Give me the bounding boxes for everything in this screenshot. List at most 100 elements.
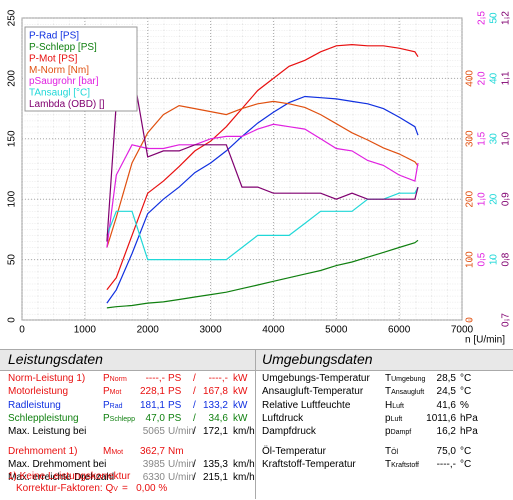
separator: / <box>193 373 196 384</box>
x-axis-label: n [U/min] <box>465 335 505 345</box>
symbol: pLuft <box>385 413 402 424</box>
symbol-main: T <box>385 386 392 398</box>
symbol: HLuft <box>385 400 404 411</box>
y-tick-label: 150 <box>7 130 18 147</box>
value: 28,5 <box>436 373 456 384</box>
unit: kW <box>233 386 248 398</box>
symbol-sub: Umgebung <box>391 376 426 383</box>
y-tick-label: 200 <box>465 190 476 207</box>
unit: km/h <box>233 472 255 484</box>
legend-entry: P-Schlepp [PS] <box>29 42 97 53</box>
symbol-main: T <box>385 458 392 470</box>
unit: PS <box>168 373 182 384</box>
symbol-main: T <box>385 445 392 457</box>
series-line <box>106 239 419 309</box>
y-tick-label: 2,5 <box>477 11 488 25</box>
unit: U/min <box>168 458 195 470</box>
value: 34,6 <box>208 412 228 424</box>
legend: P-Rad [PS]P-Schlepp [PS]P-Mot [PS]M-Norm… <box>24 26 138 112</box>
symbol-main: p <box>385 412 391 424</box>
symbol-main: H <box>385 399 393 411</box>
unit: °C <box>460 458 472 470</box>
value: 362,7 <box>139 445 165 457</box>
x-tick-label: 2000 <box>137 325 160 336</box>
symbol: TKraftstoff <box>385 459 419 470</box>
unit: U/min <box>168 472 195 484</box>
y-tick-label: 1,5 <box>477 131 488 145</box>
series-line <box>106 43 419 291</box>
row-label: Ansaugluft-Temperatur <box>262 386 364 398</box>
y-tick-label: 300 <box>465 130 476 147</box>
symbol-sub: Rad <box>109 402 123 410</box>
symbol-sub: Schlepp <box>109 415 135 423</box>
symbol-sub: Kraftstoff <box>391 461 419 469</box>
value: 47,0 <box>145 412 165 424</box>
unit: °C <box>460 445 472 457</box>
unit: hPa <box>460 426 478 438</box>
legend-box <box>24 26 138 112</box>
series-line <box>106 64 419 242</box>
symbol-sub: Norm <box>109 376 127 383</box>
footnote-text: Korrektur-Faktoren: Q <box>16 483 114 494</box>
x-tick-label: 0 <box>19 325 25 336</box>
unit: °C <box>460 373 472 384</box>
row-label: Radleistung <box>8 399 61 411</box>
y-tick-label: 10 <box>489 254 500 266</box>
symbol: MMot <box>103 446 123 457</box>
y-tick-label: 2,0 <box>477 71 488 85</box>
footnote-text: = 0,00 % <box>121 483 168 494</box>
unit: kW <box>233 412 248 424</box>
section-title: Umgebungsdaten <box>262 351 373 367</box>
y-tick-label: 30 <box>489 133 500 145</box>
y-tick-label: 1,0 <box>501 131 512 145</box>
legend-entry: pSaugrohr [bar] <box>29 76 99 87</box>
unit: kW <box>233 373 248 384</box>
legend-entry: Lambda (OBD) [] <box>29 99 105 110</box>
y-tick-label: 250 <box>7 9 18 26</box>
symbol-sub: Mot <box>111 448 124 456</box>
symbol-main: T <box>385 373 392 384</box>
symbol-sub: Mot <box>109 389 122 397</box>
separator: / <box>193 472 196 484</box>
unit: % <box>460 399 469 411</box>
legend-entry: P-Rad [PS] <box>29 31 79 42</box>
symbol: PRad <box>103 400 123 411</box>
separator: / <box>193 426 196 438</box>
row-label: Öl-Temperatur <box>262 445 326 457</box>
symbol-main: P <box>103 386 110 398</box>
unit: km/h <box>233 426 255 438</box>
unit: km/h <box>233 458 255 470</box>
symbol: TÖl <box>385 446 398 457</box>
symbol: PNorm <box>103 373 127 384</box>
y-tick-label: 0,8 <box>501 252 512 266</box>
value: ----,- <box>145 373 165 384</box>
legend-entry: P-Mot [PS] <box>29 53 78 64</box>
value: 41,6 <box>436 399 456 411</box>
y-tick-label: 0 <box>7 317 18 323</box>
x-tick-label: 6000 <box>388 325 411 336</box>
symbol-main: P <box>103 373 110 384</box>
y-tick-label: 1,0 <box>477 192 488 206</box>
unit: PS <box>168 412 182 424</box>
row-label: Luftdruck <box>262 412 304 424</box>
footnote-sub: V <box>113 486 118 493</box>
symbol: PSchlepp <box>103 413 135 424</box>
y-tick-label: 0,7 <box>501 313 512 327</box>
separator: / <box>193 458 196 470</box>
y-tick-label: 50 <box>7 254 18 266</box>
value: 228,1 <box>139 386 165 398</box>
y-tick-label: 0,5 <box>477 252 488 266</box>
value: 133,2 <box>202 399 228 411</box>
row-label: Schleppleistung <box>8 412 79 424</box>
symbol-sub: Luft <box>392 402 404 410</box>
row-label: Max. Drehmoment bei <box>8 458 107 470</box>
symbol: PMot <box>103 386 121 397</box>
unit: Nm <box>168 445 184 457</box>
series-line <box>106 95 419 304</box>
value: 167,8 <box>202 386 228 398</box>
separator: / <box>193 399 196 411</box>
y-tick-label: 0,9 <box>501 192 512 206</box>
value: ----,- <box>208 373 228 384</box>
